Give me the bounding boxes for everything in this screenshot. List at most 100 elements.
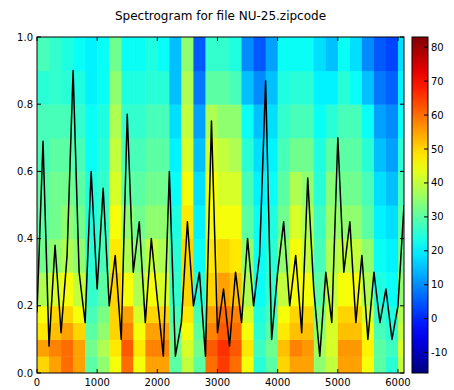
cell [326, 339, 339, 356]
cell [97, 356, 110, 373]
cell [266, 239, 279, 273]
cell [338, 323, 351, 340]
cell [169, 356, 182, 373]
cell [338, 272, 351, 306]
cell [302, 339, 315, 356]
cell [181, 339, 194, 356]
cell [37, 104, 50, 138]
cell [49, 272, 62, 306]
y-tick [400, 305, 404, 306]
cell [61, 356, 74, 373]
cell [181, 138, 194, 172]
cell [133, 37, 146, 71]
x-tick-label: 5000 [325, 377, 350, 388]
cell [302, 71, 315, 105]
cell [242, 205, 255, 239]
cell [350, 71, 363, 105]
cell [205, 205, 218, 239]
colorbar-tick-label: 20 [431, 245, 444, 256]
chart: Spectrogram for file NU-25.zipcode010002… [0, 0, 454, 390]
cell [230, 171, 243, 205]
cell [362, 138, 375, 172]
x-tick-label: 2000 [145, 377, 170, 388]
cell [121, 138, 134, 172]
y-tick [37, 171, 41, 172]
cell [386, 171, 399, 205]
cell [242, 138, 255, 172]
cell [290, 205, 303, 239]
cell [362, 239, 375, 273]
y-tick-label: 0.4 [17, 233, 33, 244]
cell [85, 306, 98, 323]
cell [302, 138, 315, 172]
cell [157, 138, 170, 172]
cell [121, 306, 134, 323]
cell [85, 323, 98, 340]
frame [37, 37, 404, 373]
cell [85, 339, 98, 356]
cell [254, 171, 267, 205]
cell [97, 205, 110, 239]
cell [398, 104, 404, 138]
colorbar-tick [424, 182, 428, 183]
cell [193, 37, 206, 71]
cell [242, 71, 255, 105]
cell [61, 323, 74, 340]
cell [109, 339, 122, 356]
cell [109, 138, 122, 172]
cell [97, 306, 110, 323]
cell [314, 37, 327, 71]
cell [121, 37, 134, 71]
x-tick [277, 369, 278, 373]
cell [85, 37, 98, 71]
cell [133, 356, 146, 373]
colorbar-tick [424, 318, 428, 319]
cell [49, 205, 62, 239]
colorbar-tick [424, 250, 428, 251]
title: Spectrogram for file NU-25.zipcode [115, 9, 326, 23]
cell [181, 356, 194, 373]
colorbar-tick [424, 149, 428, 150]
colorbar-tick-label: 80 [431, 42, 444, 53]
cell [61, 37, 74, 71]
x-tick [217, 37, 218, 41]
cell [326, 205, 339, 239]
cell [217, 104, 230, 138]
cell [97, 138, 110, 172]
cell [169, 138, 182, 172]
colorbar-tick-label: 60 [431, 110, 444, 121]
colorbar [412, 37, 428, 373]
cell [242, 104, 255, 138]
cell [386, 339, 399, 356]
cell [374, 239, 387, 273]
cell [230, 356, 243, 373]
cell [362, 171, 375, 205]
x-tick [97, 37, 98, 41]
cell [350, 356, 363, 373]
cell [290, 104, 303, 138]
cell [314, 171, 327, 205]
cell [278, 339, 291, 356]
cell [314, 138, 327, 172]
cell [133, 104, 146, 138]
cell [217, 171, 230, 205]
cell [326, 104, 339, 138]
colorbar-tick-label: 30 [431, 211, 444, 222]
cell [37, 171, 50, 205]
cell [97, 37, 110, 71]
cell [145, 104, 158, 138]
cell [49, 138, 62, 172]
cell [217, 339, 230, 356]
x-tick-label: 1000 [84, 377, 109, 388]
cell [49, 37, 62, 71]
cell [157, 356, 170, 373]
cell [266, 37, 279, 71]
cell [37, 71, 50, 105]
cell [193, 356, 206, 373]
cell [37, 339, 50, 356]
cell [254, 37, 267, 71]
cell [386, 138, 399, 172]
cell [193, 104, 206, 138]
cell [73, 323, 86, 340]
colorbar-tick-label: 10 [431, 279, 444, 290]
